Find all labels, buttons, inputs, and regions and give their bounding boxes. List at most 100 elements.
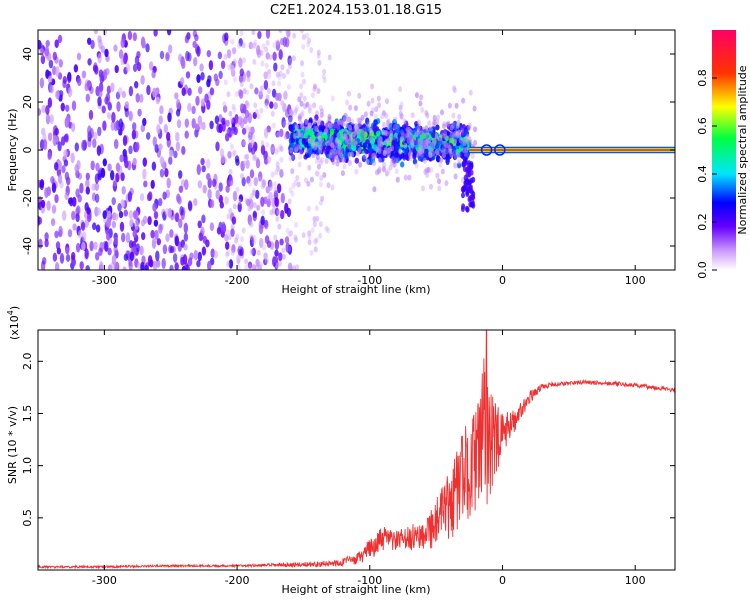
spectrogram-cell xyxy=(316,171,320,177)
spectrogram-cell xyxy=(466,124,471,131)
spectrogram-cell xyxy=(449,151,454,158)
spectrogram-cell xyxy=(281,253,286,260)
spectrogram-cell xyxy=(295,175,300,181)
spectrogram-cell xyxy=(465,191,470,197)
spectrogram-cell xyxy=(270,143,275,155)
spectrogram-cell xyxy=(276,146,281,153)
spectrogram-cell xyxy=(372,152,377,159)
spectrogram-cell xyxy=(437,185,442,192)
spectrogram-cell xyxy=(276,131,281,138)
spectrogram-cell xyxy=(152,260,158,270)
spectrogram-cell xyxy=(54,161,59,171)
spectrogram-cell xyxy=(234,237,239,244)
spectrogram-cell xyxy=(260,140,265,147)
spectrogram-cell xyxy=(284,236,290,244)
spectrogram-cell xyxy=(273,234,278,241)
spectrogram-cell xyxy=(45,104,50,116)
spectrogram-cell xyxy=(339,119,344,126)
spectrogram-cell xyxy=(101,105,106,114)
spectrogram-cell xyxy=(440,109,444,116)
snr-y-multiplier: (x104) xyxy=(6,306,21,340)
spectrogram-cell xyxy=(401,124,407,130)
spectrogram-cell xyxy=(141,40,146,49)
spectrogram-cell xyxy=(152,87,157,98)
spectrogram-cell xyxy=(385,119,390,126)
spectrogram-cell xyxy=(208,60,214,71)
spectrogram-cell xyxy=(369,110,374,117)
spectrogram-cell xyxy=(71,210,76,221)
spectrogram-cell xyxy=(255,189,260,200)
spectrogram-cell xyxy=(164,208,170,217)
snr-series-line xyxy=(38,330,675,570)
spectrogram-cell xyxy=(250,192,254,199)
spectrogram-cell xyxy=(125,232,131,244)
spectrogram-cell xyxy=(270,171,275,178)
spectrogram-cell xyxy=(142,168,147,180)
spectrogram-cell xyxy=(128,210,134,220)
spectrogram-cell xyxy=(239,246,244,257)
spectrogram-cell xyxy=(457,114,462,120)
spectrogram-cell xyxy=(315,215,320,222)
spectrogram-cell xyxy=(142,117,147,127)
spectrogram-cell xyxy=(113,44,118,52)
spectrogram-cell xyxy=(301,34,306,40)
spectrogram-cell xyxy=(52,51,57,61)
spectrogram-cell xyxy=(183,222,188,234)
spectrogram-cell xyxy=(134,81,139,89)
y-tick-label: -20 xyxy=(21,189,34,207)
spectrogram-cell xyxy=(238,38,243,47)
spectrogram-cell xyxy=(93,241,98,251)
spectrogram-cell xyxy=(300,109,305,116)
spectrogram-cell xyxy=(123,54,128,65)
spectrogram-cell xyxy=(243,154,248,161)
spectrogram-cell xyxy=(178,218,183,229)
spectrogram-cell xyxy=(261,179,266,188)
spectrogram-cell xyxy=(379,141,384,147)
spectrogram-cell xyxy=(416,119,421,126)
spectrogram-cell xyxy=(241,127,247,135)
spectrogram-cell xyxy=(74,164,79,173)
spectrogram-cell xyxy=(106,112,112,120)
spectrogram-cell xyxy=(174,262,179,270)
spectrogram-cell xyxy=(245,159,250,169)
spectrogram-cell xyxy=(244,258,249,265)
spectrogram-cell xyxy=(184,130,189,139)
spectrogram-cell xyxy=(104,48,109,58)
spectrogram-cell xyxy=(414,92,419,99)
spectrogram-cell xyxy=(311,152,316,159)
spectrogram-cell xyxy=(218,182,223,192)
spectrogram-cell xyxy=(123,253,129,262)
spectrogram-cell xyxy=(469,161,474,168)
spectrogram-cell xyxy=(312,102,317,109)
spectrogram-cell xyxy=(438,161,443,168)
spectrogram-cell xyxy=(275,262,280,269)
spectrogram-cell xyxy=(178,185,184,194)
spectrogram-cell xyxy=(90,160,95,171)
spectrogram-cell xyxy=(288,108,293,115)
spectrogram-cell xyxy=(258,261,263,268)
spectrogram-cell xyxy=(279,145,284,152)
spectrogram-cell xyxy=(56,247,62,255)
spectrogram-cell xyxy=(294,221,298,228)
spectrogram-cell xyxy=(395,176,400,183)
spectrogram-cell xyxy=(121,232,126,243)
spectrogram-cell xyxy=(312,118,317,125)
spectrogram-cell xyxy=(166,131,171,141)
spectrogram-cell xyxy=(175,212,180,223)
spectrogram-cell xyxy=(53,135,58,144)
spectrogram-cell xyxy=(52,252,58,262)
spectrogram-cell xyxy=(306,41,311,48)
spectrogram-cell xyxy=(248,126,253,133)
colorbar-label: Normalized spectral amplitude xyxy=(736,65,749,234)
spectrogram-cell xyxy=(93,62,98,73)
spectrogram-cell xyxy=(280,64,285,71)
spectrogram-cell xyxy=(175,132,180,142)
spectrogram-cell xyxy=(214,115,220,125)
spectrogram-cell xyxy=(86,80,92,88)
spectrogram-y-label: Frequency (Hz) xyxy=(6,109,19,192)
spectrogram-cell xyxy=(432,137,437,144)
spectrogram-cell xyxy=(275,40,281,51)
spectrogram-cell xyxy=(146,192,152,202)
spectrogram-cell xyxy=(224,32,229,42)
spectrogram-cell xyxy=(228,127,233,138)
